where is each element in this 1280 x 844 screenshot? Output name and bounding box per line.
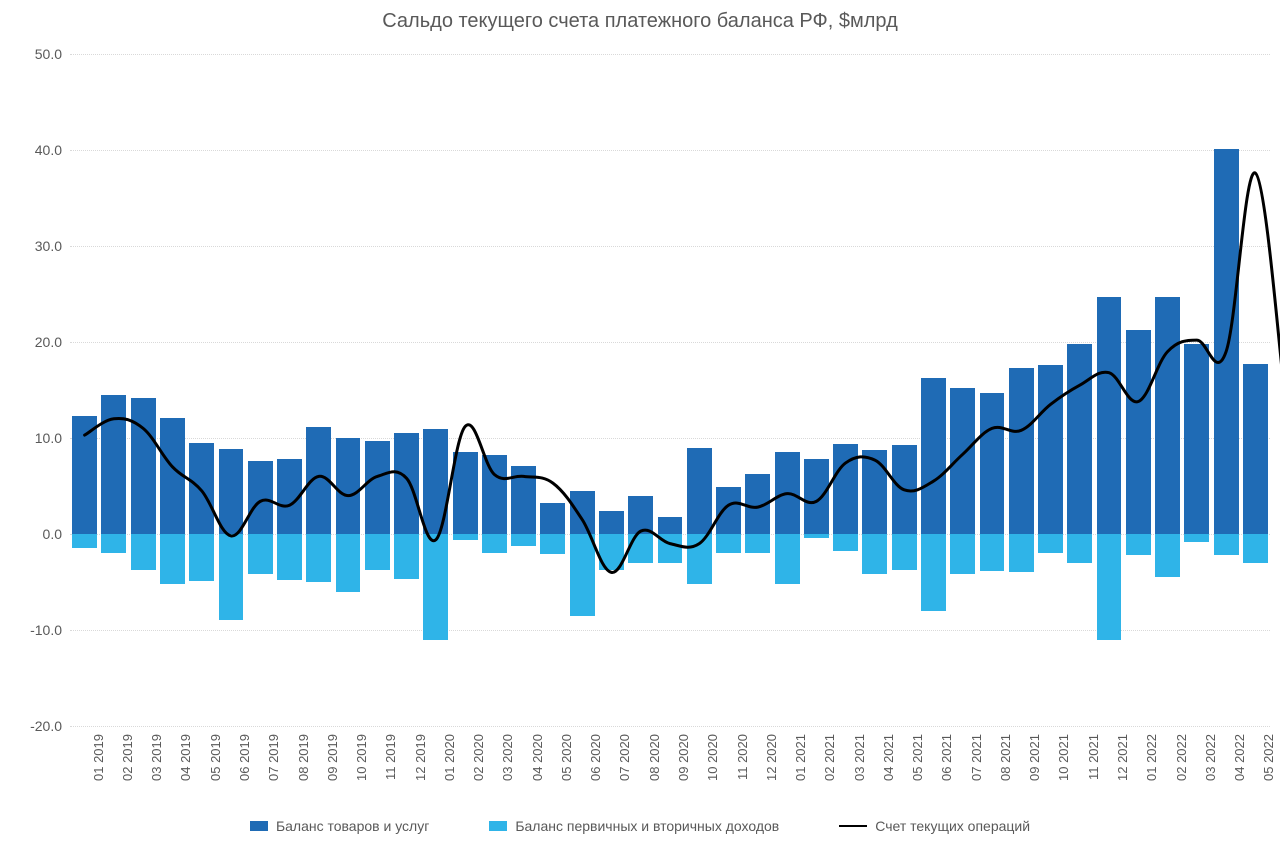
x-axis-tick: 02 2022 [1174, 734, 1189, 781]
x-axis-tick: 06 2019 [237, 734, 252, 781]
legend-label: Баланс товаров и услуг [276, 818, 429, 834]
x-axis-tick: 04 2019 [178, 734, 193, 781]
x-axis-tick: 10 2021 [1056, 734, 1071, 781]
y-axis-tick: -10.0 [30, 622, 62, 638]
x-axis-tick: 08 2019 [296, 734, 311, 781]
x-axis-tick: 11 2019 [383, 734, 398, 780]
legend-label: Баланс первичных и вторичных доходов [515, 818, 779, 834]
legend-label: Счет текущих операций [875, 818, 1030, 834]
x-axis-tick: 03 2020 [500, 734, 515, 781]
x-axis-tick: 01 2021 [793, 734, 808, 781]
x-axis-tick: 10 2019 [354, 734, 369, 781]
y-axis-tick: 10.0 [35, 430, 62, 446]
x-axis-tick: 01 2019 [91, 734, 106, 781]
y-axis-tick: 30.0 [35, 238, 62, 254]
x-axis-tick: 08 2020 [647, 734, 662, 781]
x-axis-tick: 07 2021 [969, 734, 984, 781]
x-axis-tick: 04 2021 [881, 734, 896, 781]
x-axis-tick: 05 2022 [1261, 734, 1276, 781]
legend-line-icon [839, 825, 867, 827]
legend-swatch-icon [250, 821, 268, 831]
legend-item: Баланс первичных и вторичных доходов [489, 818, 779, 834]
x-axis-tick: 06 2021 [939, 734, 954, 781]
x-axis-tick: 04 2020 [530, 734, 545, 781]
x-axis-tick: 12 2020 [764, 734, 779, 781]
legend-item: Баланс товаров и услуг [250, 818, 429, 834]
gridline [70, 726, 1270, 727]
x-axis-tick: 12 2021 [1115, 734, 1130, 781]
x-axis-tick: 11 2021 [1086, 734, 1101, 780]
x-axis-tick: 05 2021 [910, 734, 925, 781]
x-axis-tick: 02 2020 [471, 734, 486, 781]
x-axis-tick: 09 2021 [1027, 734, 1042, 781]
y-axis-tick: 40.0 [35, 142, 62, 158]
y-axis-tick: 50.0 [35, 46, 62, 62]
y-axis-tick: 20.0 [35, 334, 62, 350]
x-axis-tick: 03 2022 [1203, 734, 1218, 781]
x-axis-tick: 04 2022 [1232, 734, 1247, 781]
x-axis-tick: 12 2019 [413, 734, 428, 781]
x-axis-tick: 06 2020 [588, 734, 603, 781]
chart-title: Сальдо текущего счета платежного баланса… [0, 10, 1280, 33]
x-axis-tick: 10 2020 [705, 734, 720, 781]
legend-swatch-icon [489, 821, 507, 831]
x-axis-tick: 02 2021 [822, 734, 837, 781]
line-current-account [70, 54, 1270, 726]
legend-item: Счет текущих операций [839, 818, 1030, 834]
x-axis-tick: 09 2019 [325, 734, 340, 781]
x-axis-tick: 05 2019 [208, 734, 223, 781]
y-axis-tick: 0.0 [43, 526, 62, 542]
x-axis-tick: 03 2021 [852, 734, 867, 781]
x-axis-tick: 09 2020 [676, 734, 691, 781]
x-axis-tick: 05 2020 [559, 734, 574, 781]
x-axis-tick: 01 2020 [442, 734, 457, 781]
y-axis-tick: -20.0 [30, 718, 62, 734]
chart-container: Сальдо текущего счета платежного баланса… [0, 0, 1280, 844]
x-axis-tick: 07 2020 [617, 734, 632, 781]
x-axis-tick: 11 2020 [735, 734, 750, 780]
plot-area: -20.0-10.00.010.020.030.040.050.001 2019… [70, 54, 1270, 726]
x-axis-tick: 03 2019 [149, 734, 164, 781]
x-axis-tick: 02 2019 [120, 734, 135, 781]
legend: Баланс товаров и услуг Баланс первичных и… [0, 818, 1280, 834]
x-axis-tick: 01 2022 [1144, 734, 1159, 781]
x-axis-tick: 08 2021 [998, 734, 1013, 781]
x-axis-tick: 07 2019 [266, 734, 281, 781]
